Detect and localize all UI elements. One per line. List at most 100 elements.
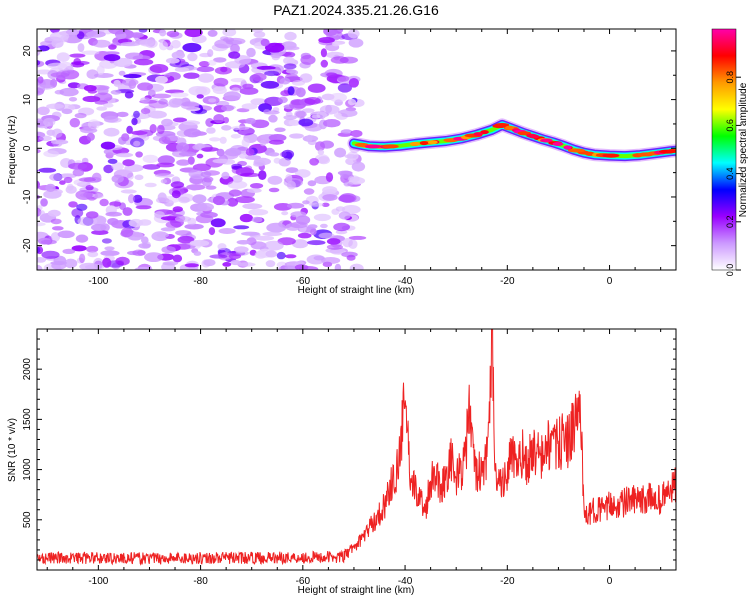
noise-blob xyxy=(58,173,77,179)
noise-blob xyxy=(237,262,256,267)
noise-blob xyxy=(350,130,363,138)
noise-blob xyxy=(160,227,176,232)
noise-blob xyxy=(316,111,327,119)
noise-blob xyxy=(38,135,52,142)
noise-blob xyxy=(160,179,168,184)
noise-blob xyxy=(281,41,297,50)
noise-blob xyxy=(145,39,158,49)
y-tick-label: 0 xyxy=(22,145,33,151)
noise-blob xyxy=(253,31,266,38)
noise-blob xyxy=(227,180,248,189)
noise-blob xyxy=(134,266,153,270)
noise-blob xyxy=(279,77,291,85)
noise-blob xyxy=(246,188,262,194)
colorbar-tick-label: 0.6 xyxy=(725,119,735,132)
noise-blob xyxy=(206,127,216,134)
noise-blob xyxy=(348,78,359,88)
noise-blob xyxy=(268,134,287,142)
noise-blob xyxy=(230,78,246,83)
noise-blob xyxy=(43,117,56,127)
noise-blob xyxy=(192,194,207,204)
noise-blob xyxy=(283,56,295,65)
noise-blob xyxy=(41,250,60,259)
noise-blob xyxy=(65,185,77,194)
noise-blob xyxy=(230,259,241,266)
signal-hotspot xyxy=(364,144,382,149)
noise-blob xyxy=(135,151,143,158)
noise-blob xyxy=(284,254,297,259)
noise-blob xyxy=(333,222,350,232)
noise-blob xyxy=(172,206,183,213)
snr-y-axis-label: SNR (10 * v/v) xyxy=(7,418,18,482)
noise-blob xyxy=(127,194,135,204)
noise-blob xyxy=(82,95,101,103)
noise-blob xyxy=(61,108,73,115)
noise-blob xyxy=(51,128,63,138)
noise-blob xyxy=(183,128,202,138)
noise-blob xyxy=(156,124,165,135)
noise-blob xyxy=(83,85,97,92)
noise-blob xyxy=(174,216,192,222)
noise-blob xyxy=(130,130,148,135)
noise-blob xyxy=(138,29,148,33)
noise-blob xyxy=(286,202,305,209)
colorbar: 0.0 0.2 0.4 0.6 0.8 Normalized spectral ampl… xyxy=(711,28,749,276)
signal-hotspot xyxy=(473,132,483,137)
noise-blob xyxy=(309,228,317,236)
noise-blob xyxy=(144,182,157,188)
noise-blob xyxy=(92,39,111,48)
signal-hotspot xyxy=(567,148,586,153)
spectrogram-y-axis-label: Frequency (Hz) xyxy=(7,116,18,185)
noise-blob xyxy=(208,227,216,236)
noise-blob xyxy=(207,29,218,37)
noise-blob xyxy=(196,153,204,159)
noise-blob xyxy=(37,246,41,254)
noise-blob xyxy=(79,253,86,264)
noise-blob xyxy=(304,97,321,105)
noise-blob xyxy=(123,74,142,79)
noise-blob xyxy=(325,172,334,183)
noise-blob xyxy=(260,38,270,47)
signal-hotspot xyxy=(604,153,619,158)
noise-blob xyxy=(120,41,141,47)
noise-blob xyxy=(208,98,217,103)
noise-blob xyxy=(233,225,250,230)
noise-blob xyxy=(237,146,249,151)
noise-blob xyxy=(285,69,297,74)
noise-blob xyxy=(86,132,95,141)
noise-blob xyxy=(55,140,67,145)
noise-blob xyxy=(289,133,304,139)
noise-blob xyxy=(62,248,76,254)
snr-series-line xyxy=(37,329,676,566)
noise-blob xyxy=(307,180,317,187)
noise-blob xyxy=(156,232,169,238)
noise-blob xyxy=(103,51,120,56)
x-tick-label: 0 xyxy=(607,276,613,287)
noise-blob xyxy=(159,40,168,51)
noise-blob xyxy=(322,194,338,201)
noise-blob xyxy=(184,263,199,268)
noise-blob xyxy=(100,250,120,257)
noise-blob xyxy=(210,218,226,228)
noise-blob xyxy=(155,75,168,84)
noise-blob xyxy=(154,211,165,219)
signal-hotspot xyxy=(419,141,429,146)
noise-blob xyxy=(51,38,64,49)
noise-blob xyxy=(161,246,176,254)
noise-blob xyxy=(317,149,325,155)
noise-blob xyxy=(212,158,231,164)
snr-plot-area xyxy=(37,329,676,566)
noise-blob xyxy=(75,190,93,200)
noise-blob xyxy=(306,134,313,143)
noise-blob xyxy=(103,127,120,137)
noise-blob xyxy=(37,148,41,154)
noise-blob xyxy=(159,29,167,37)
colorbar-label: Normalized spectral amplitude xyxy=(738,82,749,217)
noise-blob xyxy=(209,137,221,142)
noise-blob xyxy=(85,264,105,270)
spectrogram-signal-track xyxy=(347,118,676,163)
noise-blob xyxy=(348,175,360,183)
noise-blob xyxy=(321,257,341,264)
spectrogram-noise-region xyxy=(37,29,367,270)
x-tick-label: -60 xyxy=(296,576,311,587)
